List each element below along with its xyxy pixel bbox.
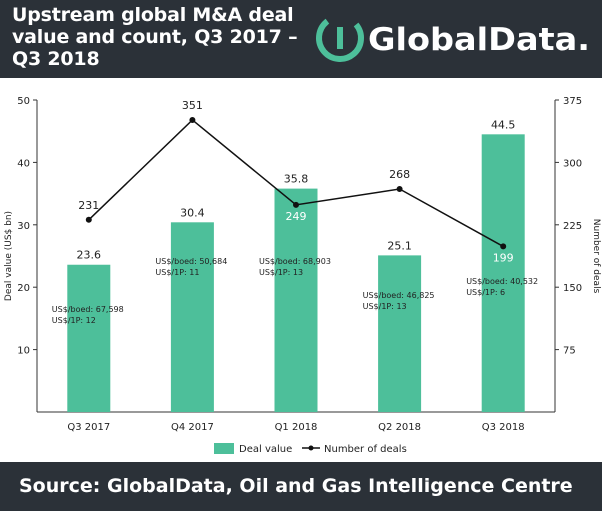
x-axis-labels: Q3 2017 Q4 2017 Q1 2018 Q2 2018 Q3 2018	[67, 422, 524, 433]
deal-chart: 10 20 30 40 50 75 150 225 300 375 Deal value (US…	[4, 96, 601, 455]
left-axis-ticks: 10 20 30 40 50	[17, 96, 37, 357]
right-axis-tick-label: 375	[563, 96, 582, 107]
x-axis-tick-label: Q2 2018	[378, 422, 421, 433]
left-axis-label: Deal value (US$ bn)	[4, 211, 14, 301]
x-axis-tick-label: Q1 2018	[275, 422, 318, 433]
chart-title: Upstream global M&A deal value and count…	[12, 4, 312, 70]
deal-count-label: 231	[78, 199, 99, 212]
title-line-1: Upstream global M&A deal	[12, 4, 294, 26]
right-axis-label: Number of deals	[591, 219, 601, 294]
deal-count-label: 351	[182, 99, 203, 112]
deal-count-point	[500, 243, 507, 250]
bars-layer: 23.6 30.4 35.8 25.1 44.5	[67, 118, 525, 412]
deal-count-line-layer: 231 351 249 268 199	[78, 99, 513, 264]
bar-value-label: 35.8	[284, 173, 309, 186]
annotations-layer: US$/boed: 67,598 US$/1P: 12 US$/boed: 50,6…	[52, 257, 538, 325]
bar-deal-value	[170, 222, 214, 412]
x-axis-tick-label: Q4 2017	[171, 422, 214, 433]
title-line-2: value and count, Q3 2017 –	[12, 26, 298, 48]
legend-line-label: Number of deals	[324, 444, 407, 455]
bar-value-label: 44.5	[491, 118, 516, 131]
deal-count-point	[396, 186, 403, 193]
legend-line-marker	[308, 445, 314, 451]
right-axis-tick-label: 300	[563, 158, 582, 169]
annotation-boed: US$/boed: 40,532	[466, 277, 538, 286]
globaldata-logo: GlobalData.	[316, 14, 590, 62]
annotation-1p: US$/1P: 12	[52, 316, 96, 325]
source-note: Source: GlobalData, Oil and Gas Intellig…	[19, 475, 573, 497]
left-axis-tick-label: 40	[17, 158, 30, 169]
legend: Deal value Number of deals	[214, 443, 407, 455]
annotation-1p: US$/1P: 13	[363, 302, 407, 311]
bar-value-label: 25.1	[387, 239, 412, 252]
globaldata-logo-mark-icon	[316, 14, 364, 62]
bar-deal-value	[481, 134, 525, 412]
annotation-1p: US$/1P: 6	[466, 288, 505, 297]
bar-deal-value	[274, 188, 318, 412]
right-axis-ticks: 75 150 225 300 375	[555, 96, 582, 357]
bar-deal-value	[378, 255, 422, 412]
footer-banner: Source: GlobalData, Oil and Gas Intellig…	[0, 462, 602, 511]
x-axis-tick-label: Q3 2018	[482, 422, 525, 433]
bar-value-label: 23.6	[77, 249, 102, 262]
legend-bar-label: Deal value	[239, 444, 292, 455]
globaldata-logo-text: GlobalData.	[368, 22, 590, 58]
header-banner: Upstream global M&A deal value and count…	[0, 0, 602, 78]
annotation-boed: US$/boed: 67,598	[52, 305, 124, 314]
annotation-boed: US$/boed: 50,684	[155, 257, 227, 266]
bar-deal-value	[67, 264, 111, 412]
deal-count-point	[293, 201, 299, 208]
left-axis-tick-label: 50	[17, 96, 30, 107]
right-axis-tick-label: 225	[563, 221, 582, 232]
deal-count-point	[85, 216, 92, 223]
left-axis-tick-label: 20	[17, 283, 30, 294]
annotation-boed: US$/boed: 68,903	[259, 257, 331, 266]
annotation-1p: US$/1P: 13	[259, 268, 303, 277]
deal-count-label: 199	[493, 251, 514, 264]
left-axis-tick-label: 10	[17, 346, 30, 357]
right-axis-tick-label: 150	[563, 283, 582, 294]
legend-bar-swatch	[214, 443, 234, 454]
deal-count-label: 249	[286, 210, 307, 223]
title-line-3: Q3 2018	[12, 48, 100, 70]
annotation-boed: US$/boed: 46,825	[363, 291, 435, 300]
deal-count-label: 268	[389, 168, 410, 181]
x-axis-tick-label: Q3 2017	[67, 422, 110, 433]
right-axis-tick-label: 75	[563, 346, 576, 357]
bar-value-label: 30.4	[180, 206, 205, 219]
deal-count-point	[189, 116, 196, 123]
annotation-1p: US$/1P: 11	[155, 268, 199, 277]
left-axis-tick-label: 30	[17, 221, 30, 232]
